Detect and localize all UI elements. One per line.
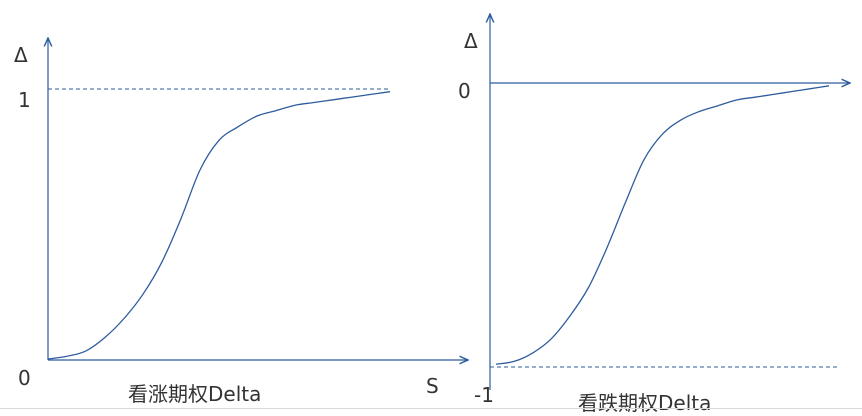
call-y-tick-label-top: 1 [18,88,31,112]
call-delta-chart: Δ 1 0 S 看涨期权Delta [14,38,468,406]
put-y-tick-label-top: 0 [458,79,471,103]
put-delta-curve [495,85,830,365]
bottom-divider [0,408,862,409]
put-y-axis-label: Δ [464,29,478,53]
put-caption: 看跌期权Delta [578,391,711,415]
call-y-axis-label: Δ [14,43,28,67]
call-y-tick-label-bottom: 0 [18,366,31,390]
put-y-tick-label-bottom: -1 [474,383,494,407]
call-x-axis-label: S [426,374,439,398]
call-delta-curve [47,91,391,360]
put-delta-chart: Δ 0 -1 看跌期权Delta [458,14,850,415]
call-caption: 看涨期权Delta [128,382,261,406]
